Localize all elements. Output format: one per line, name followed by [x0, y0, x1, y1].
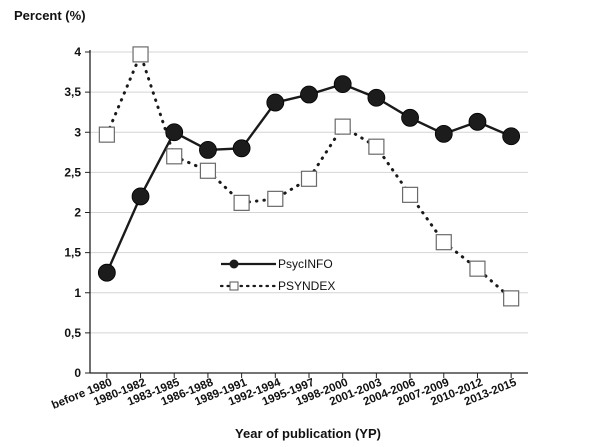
psycinfo-point	[502, 127, 521, 146]
legend: PsycINFO PSYNDEX	[219, 257, 335, 293]
y-tick-label: 0	[74, 366, 81, 380]
psycinfo-point	[468, 112, 487, 131]
x-tick-labels: before 19801980-19821983-19851986-198819…	[50, 376, 519, 411]
psycinfo-point	[300, 85, 318, 104]
y-tick-label: 1	[74, 286, 81, 300]
psyndex-point	[199, 162, 217, 179]
psycinfo-point	[266, 93, 285, 112]
psyndex-point	[166, 148, 183, 165]
psycinfo-point	[333, 75, 352, 93]
psyndex-point	[469, 260, 486, 277]
psyndex-point	[334, 118, 351, 135]
axes	[85, 50, 528, 378]
legend-label-psyndex: PSYNDEX	[278, 279, 335, 293]
y-tick-label: 2	[74, 206, 81, 220]
psyndex-point	[267, 190, 284, 207]
psycinfo-point	[367, 88, 386, 107]
legend-marker-psycinfo	[229, 259, 239, 269]
y-tick-label: 2,5	[64, 165, 81, 179]
legend-marker-psyndex	[229, 281, 239, 291]
y-tick-label: 0,5	[64, 326, 81, 340]
psyndex-point	[132, 46, 149, 63]
psycinfo-point	[199, 141, 217, 159]
psycinfo-point	[97, 263, 116, 282]
psyndex-point	[435, 234, 452, 251]
psyndex-point	[401, 186, 419, 203]
y-axis-title: Percent (%)	[14, 8, 86, 23]
psyndex-point	[368, 138, 385, 155]
y-tick-labels: 0 0,5 1 1,5 2 2,5 3 3,5 4	[64, 45, 81, 380]
data-series	[97, 46, 521, 307]
psycinfo-point	[401, 108, 419, 127]
psyndex-point	[503, 290, 520, 307]
x-axis-title: Year of publication (YP)	[235, 426, 381, 441]
psyndex-point	[98, 126, 115, 143]
psycinfo-point	[165, 123, 184, 142]
psycinfo-point	[131, 187, 150, 206]
psycinfo-point	[434, 124, 453, 143]
psycinfo-point	[232, 139, 251, 158]
legend-label-psycinfo: PsycINFO	[278, 257, 333, 271]
psyndex-point	[300, 170, 318, 187]
y-tick-label: 3,5	[64, 85, 81, 99]
y-tick-label: 4	[74, 45, 81, 59]
psyndex-point	[233, 194, 250, 211]
y-tick-label: 1,5	[64, 246, 81, 260]
y-tick-label: 3	[74, 125, 81, 139]
